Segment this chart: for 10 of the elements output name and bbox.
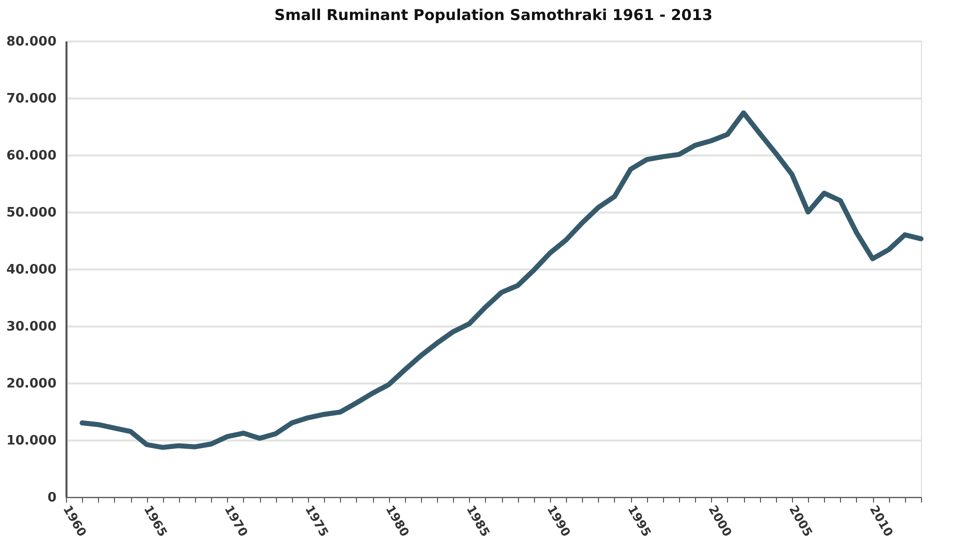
y-tick-label: 10.000 — [6, 434, 56, 448]
y-tick-label: 20.000 — [6, 376, 56, 392]
y-tick-label: 60.000 — [6, 148, 56, 164]
y-tick-label: 40.000 — [6, 262, 56, 278]
y-tick-label: 80.000 — [6, 34, 56, 50]
y-tick-label: 30.000 — [6, 320, 56, 334]
y-tick-label: 50.000 — [6, 206, 56, 220]
y-tick-label: 0 — [47, 490, 56, 506]
chart-title: Small Ruminant Population Samothraki 1961 - 2013 — [274, 6, 713, 24]
y-tick-label: 70.000 — [6, 92, 56, 106]
